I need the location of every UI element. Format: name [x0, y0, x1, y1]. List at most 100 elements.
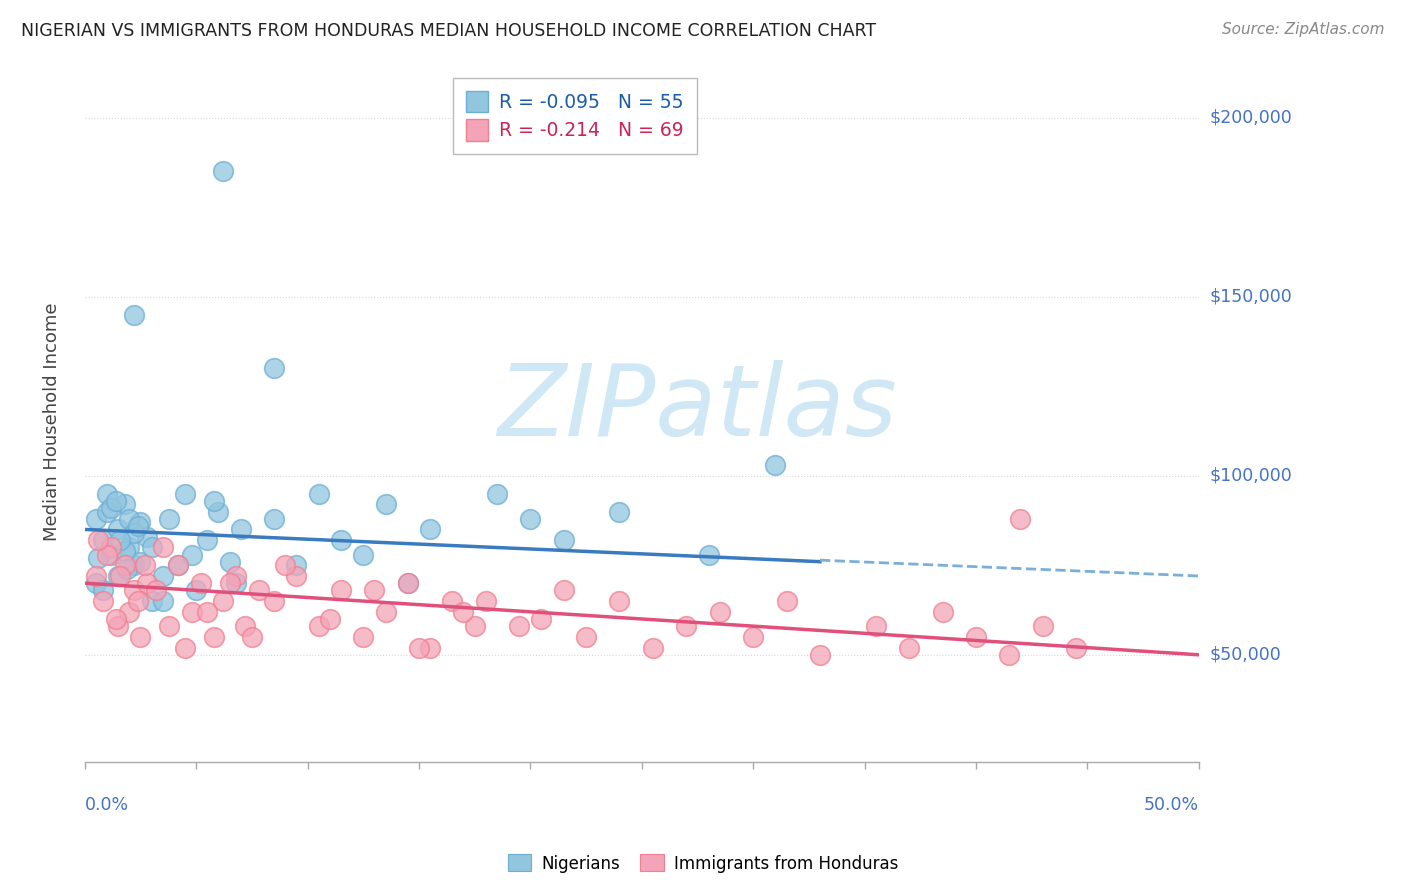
Point: [114, 558, 136, 573]
Point: [152, 569, 174, 583]
Point: [122, 526, 145, 541]
Point: [114, 544, 136, 558]
Point: [202, 493, 225, 508]
Point: [453, 605, 475, 619]
Point: [195, 605, 218, 619]
Point: [195, 533, 218, 548]
Point: [122, 558, 145, 573]
Point: [553, 583, 575, 598]
Point: [129, 555, 152, 569]
Point: [998, 648, 1021, 662]
Point: [127, 594, 149, 608]
Point: [114, 497, 136, 511]
Point: [396, 576, 419, 591]
Text: 50.0%: 50.0%: [1143, 797, 1199, 814]
Point: [485, 486, 508, 500]
Text: Source: ZipAtlas.com: Source: ZipAtlas.com: [1222, 22, 1385, 37]
Point: [865, 619, 887, 633]
Point: [104, 612, 127, 626]
Point: [530, 612, 553, 626]
Point: [167, 558, 190, 573]
Point: [419, 640, 441, 655]
Point: [285, 569, 308, 583]
Point: [709, 605, 731, 619]
Point: [319, 612, 342, 626]
Text: NIGERIAN VS IMMIGRANTS FROM HONDURAS MEDIAN HOUSEHOLD INCOME CORRELATION CHART: NIGERIAN VS IMMIGRANTS FROM HONDURAS MED…: [21, 22, 876, 40]
Point: [374, 497, 396, 511]
Point: [464, 619, 486, 633]
Point: [1032, 619, 1054, 633]
Point: [965, 630, 987, 644]
Point: [91, 533, 114, 548]
Point: [808, 648, 831, 662]
Point: [575, 630, 598, 644]
Point: [352, 548, 374, 562]
Point: [519, 512, 541, 526]
Point: [100, 541, 122, 555]
Point: [134, 558, 156, 573]
Point: [329, 583, 352, 598]
Text: ZIPatlas: ZIPatlas: [498, 359, 897, 457]
Point: [180, 548, 202, 562]
Point: [441, 594, 464, 608]
Point: [141, 594, 163, 608]
Point: [363, 583, 385, 598]
Point: [152, 594, 174, 608]
Point: [285, 558, 308, 573]
Point: [136, 576, 159, 591]
Point: [419, 523, 441, 537]
Point: [118, 541, 141, 555]
Point: [207, 504, 229, 518]
Point: [96, 504, 118, 518]
Point: [763, 458, 786, 472]
Point: [118, 512, 141, 526]
Point: [96, 548, 118, 562]
Point: [775, 594, 797, 608]
Point: [104, 493, 127, 508]
Point: [129, 630, 152, 644]
Point: [474, 594, 496, 608]
Point: [157, 619, 180, 633]
Point: [352, 630, 374, 644]
Point: [229, 523, 252, 537]
Point: [184, 583, 207, 598]
Text: $50,000: $50,000: [1209, 646, 1282, 664]
Text: $200,000: $200,000: [1209, 109, 1292, 127]
Point: [167, 558, 190, 573]
Point: [218, 576, 240, 591]
Point: [212, 594, 235, 608]
Point: [202, 630, 225, 644]
Point: [675, 619, 697, 633]
Point: [174, 640, 197, 655]
Point: [931, 605, 953, 619]
Point: [641, 640, 664, 655]
Point: [1010, 512, 1032, 526]
Point: [609, 594, 631, 608]
Point: [122, 583, 145, 598]
Point: [107, 619, 129, 633]
Point: [141, 541, 163, 555]
Point: [87, 551, 110, 566]
Point: [898, 640, 921, 655]
Text: $150,000: $150,000: [1209, 288, 1292, 306]
Point: [225, 569, 247, 583]
Point: [110, 569, 132, 583]
Legend: R = -0.095   N = 55, R = -0.214   N = 69: R = -0.095 N = 55, R = -0.214 N = 69: [453, 78, 697, 153]
Point: [84, 512, 107, 526]
Point: [87, 533, 110, 548]
Point: [212, 164, 235, 178]
Point: [129, 516, 152, 530]
Point: [263, 594, 285, 608]
Point: [84, 569, 107, 583]
Point: [225, 576, 247, 591]
Point: [240, 630, 263, 644]
Point: [553, 533, 575, 548]
Point: [152, 541, 174, 555]
Point: [609, 504, 631, 518]
Point: [110, 533, 132, 548]
Point: [91, 594, 114, 608]
Point: [408, 640, 430, 655]
Point: [329, 533, 352, 548]
Text: $100,000: $100,000: [1209, 467, 1292, 484]
Point: [263, 361, 285, 376]
